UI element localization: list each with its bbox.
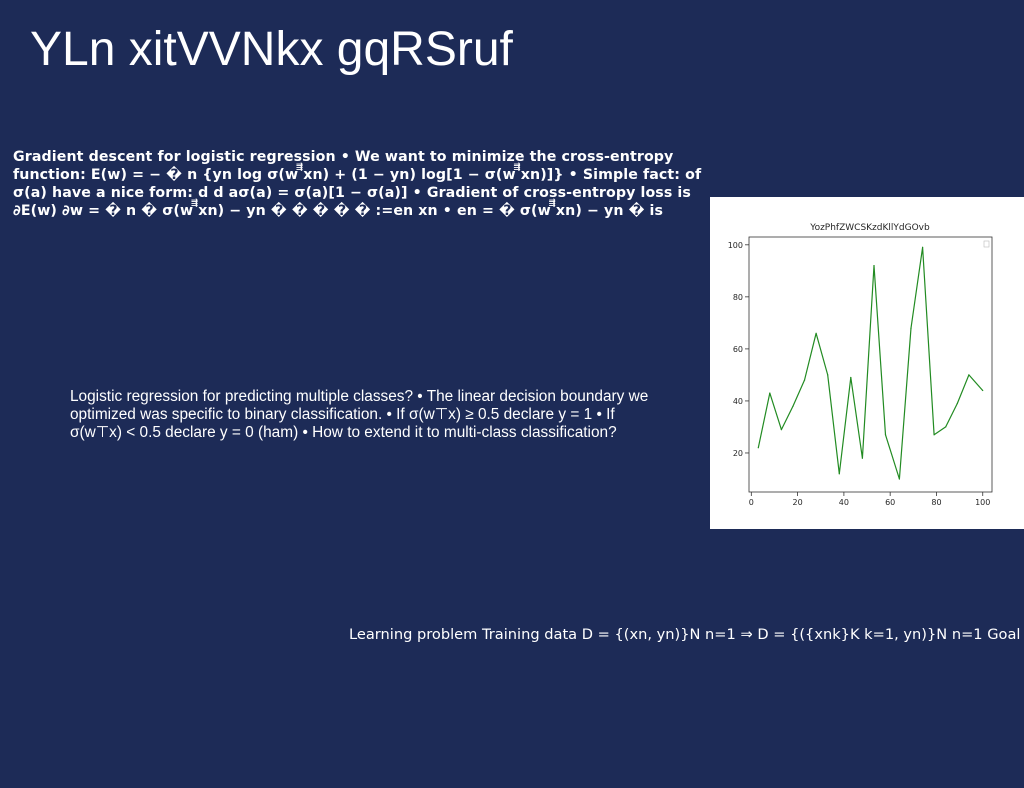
series-line: [757, 246, 984, 480]
plot-area-frame: [748, 236, 993, 493]
data-point: [922, 246, 924, 248]
data-point: [792, 405, 794, 407]
y-tick-label: 20: [733, 449, 743, 458]
chart-title: YozPhfZWCSKzdKllYdGOvb: [809, 223, 930, 233]
legend-box: [983, 240, 990, 248]
x-tick-label: 80: [931, 498, 941, 507]
y-tick-label: 100: [728, 241, 743, 250]
x-tick-label: 20: [793, 498, 803, 507]
data-point: [780, 429, 782, 431]
data-point: [861, 457, 863, 459]
y-tick-label: 80: [733, 293, 743, 302]
data-point: [982, 389, 984, 392]
data-point: [968, 374, 970, 376]
data-point: [769, 392, 771, 394]
data-point: [956, 402, 958, 405]
slide-title: YLn xitVVNkx gqRSruf: [30, 23, 513, 76]
data-point: [910, 327, 912, 329]
y-tick-label: 40: [733, 397, 743, 406]
x-tick-label: 100: [975, 498, 990, 507]
data-point: [815, 332, 817, 334]
data-point: [827, 374, 829, 376]
data-point: [803, 379, 806, 381]
x-tick-label: 60: [885, 498, 895, 507]
gradient-descent-text: Gradient descent for logistic regression…: [13, 149, 702, 219]
y-tick-label: 60: [733, 345, 743, 354]
line-chart-panel: YozPhfZWCSKzdKllYdGOvb 0 20 40 60 80 100 20 40 6…: [710, 197, 1024, 529]
learning-problem-text: Learning problem Training data D = {(xn,…: [349, 626, 1021, 643]
data-point: [945, 426, 947, 428]
x-tick-label: 0: [749, 498, 754, 507]
data-point: [933, 434, 935, 436]
data-point: [873, 265, 875, 267]
data-point: [757, 447, 759, 449]
data-point: [850, 376, 852, 379]
x-tick-label: 40: [839, 498, 849, 507]
line-chart: YozPhfZWCSKzdKllYdGOvb 0 20 40 60 80 100 20 40 6…: [728, 223, 993, 507]
data-point: [884, 434, 887, 436]
data-point: [838, 473, 840, 475]
multiclass-text: Logistic regression for predicting multi…: [70, 388, 649, 441]
data-point: [898, 478, 900, 480]
